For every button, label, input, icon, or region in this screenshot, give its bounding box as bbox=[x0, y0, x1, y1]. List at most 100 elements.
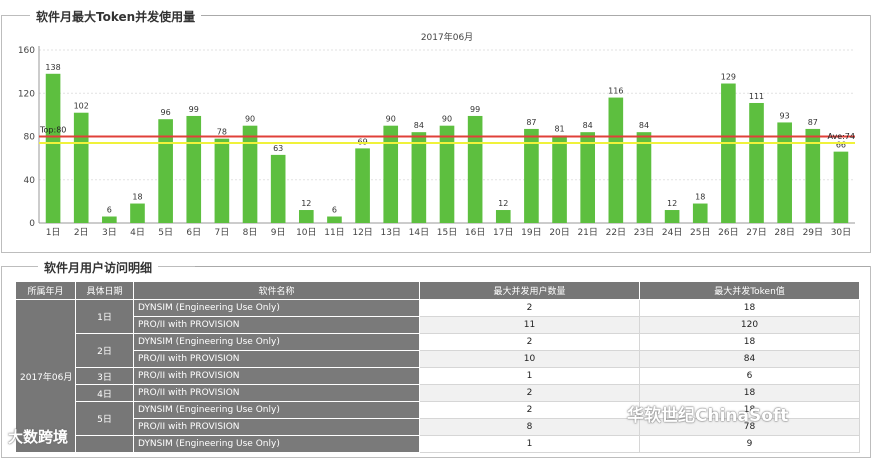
data-label: 63 bbox=[273, 144, 283, 153]
access-detail-panel: 所属年月 具体日期 软件名称 最大并发用户数量 最大并发Token值 2017年… bbox=[1, 266, 871, 458]
cell-date: 1日 bbox=[75, 299, 134, 334]
bar bbox=[636, 132, 652, 223]
table-panel-title: 软件月用户访问明细 bbox=[38, 259, 159, 276]
bar bbox=[580, 132, 596, 223]
cell-date: 5日 bbox=[75, 401, 134, 436]
cell-max-tokens: 18 bbox=[639, 299, 860, 317]
data-label: 84 bbox=[583, 121, 593, 130]
x-tick-label: 5日 bbox=[158, 227, 173, 238]
y-tick-label: 160 bbox=[18, 46, 35, 56]
cell-max-tokens: 18 bbox=[639, 333, 860, 351]
data-label: 87 bbox=[808, 118, 818, 127]
x-tick-label: 23日 bbox=[634, 227, 654, 238]
y-tick-label: 40 bbox=[24, 176, 36, 186]
data-label: 90 bbox=[245, 115, 255, 124]
cell-max-users: 1 bbox=[419, 367, 640, 385]
x-tick-label: 14日 bbox=[409, 227, 429, 238]
cell-max-users: 1 bbox=[419, 435, 640, 453]
table-row: PRO/II with PROVISION 10 84 bbox=[16, 350, 860, 368]
data-label: 87 bbox=[526, 118, 536, 127]
cell-date: 3日 bbox=[75, 367, 134, 385]
table-row: 4日 PRO/II with PROVISION 2 18 bbox=[16, 384, 860, 402]
data-label: 12 bbox=[498, 199, 508, 208]
cell-max-users: 11 bbox=[419, 316, 640, 334]
x-tick-label: 13日 bbox=[380, 227, 400, 238]
bar bbox=[777, 122, 792, 223]
x-tick-label: 26日 bbox=[718, 227, 738, 238]
bar bbox=[130, 203, 145, 223]
x-tick-label: 1日 bbox=[46, 227, 61, 238]
data-label: 69 bbox=[357, 137, 367, 146]
data-label: 90 bbox=[442, 115, 452, 124]
cell-max-tokens: 84 bbox=[639, 350, 860, 368]
bar bbox=[242, 125, 258, 223]
x-tick-label: 20日 bbox=[549, 227, 569, 238]
x-tick-label: 4日 bbox=[130, 227, 145, 238]
cell-software: PRO/II with PROVISION bbox=[133, 418, 420, 436]
data-label: 66 bbox=[836, 141, 846, 150]
data-label: 18 bbox=[132, 193, 142, 202]
table-row: 2017年06月 1日 DYNSIM (Engineering Use Only) 2… bbox=[15, 299, 860, 453]
table-row: 2日 DYNSIM (Engineering Use Only) 2 18 bbox=[16, 333, 860, 368]
watermark-right: 华软世纪ChinaSoft bbox=[627, 406, 789, 426]
data-label: 102 bbox=[74, 102, 89, 111]
x-tick-label: 17日 bbox=[493, 227, 513, 238]
cell-max-tokens: 6 bbox=[639, 367, 860, 385]
x-tick-label: 29日 bbox=[803, 227, 823, 238]
bar bbox=[467, 115, 483, 223]
cell-max-users: 8 bbox=[419, 418, 640, 436]
cell-max-users: 2 bbox=[419, 401, 640, 419]
token-usage-panel: 2017年06月 0 40 80 120 160 138 1日 102 2日 6 3日 18 4日 96 5日… bbox=[1, 15, 871, 253]
table-row: PRO/II with PROVISION 11 120 bbox=[16, 316, 860, 334]
cell-month: 2017年06月 bbox=[15, 299, 76, 453]
header-date[interactable]: 具体日期 bbox=[75, 281, 134, 300]
data-label: 18 bbox=[695, 193, 705, 202]
bar bbox=[186, 115, 202, 223]
bar bbox=[355, 148, 370, 223]
cell-date: 2日 bbox=[75, 333, 134, 368]
x-tick-label: 11日 bbox=[324, 227, 344, 238]
bar bbox=[524, 128, 539, 223]
x-tick-label: 8日 bbox=[243, 227, 258, 238]
bar bbox=[214, 138, 230, 223]
cell-max-users: 2 bbox=[419, 299, 640, 317]
cell-max-tokens: 120 bbox=[639, 316, 860, 334]
data-label: 96 bbox=[161, 108, 171, 117]
data-label: 138 bbox=[45, 63, 60, 72]
x-tick-label: 22日 bbox=[606, 227, 626, 238]
access-detail-table: 所属年月 具体日期 软件名称 最大并发用户数量 最大并发Token值 2017年… bbox=[15, 281, 860, 453]
cell-date bbox=[75, 435, 134, 453]
x-tick-label: 25日 bbox=[690, 227, 710, 238]
bar bbox=[102, 216, 117, 223]
header-max-users[interactable]: 最大并发用户数量 bbox=[419, 281, 640, 300]
bar bbox=[805, 128, 821, 223]
header-month[interactable]: 所属年月 bbox=[15, 281, 76, 300]
cell-software: PRO/II with PROVISION bbox=[133, 350, 420, 368]
data-label: 84 bbox=[414, 121, 424, 130]
data-label: 99 bbox=[470, 105, 480, 114]
cell-software: DYNSIM (Engineering Use Only) bbox=[133, 333, 420, 351]
table-row: 3日 PRO/II with PROVISION 1 6 bbox=[16, 367, 860, 385]
x-tick-label: 28日 bbox=[774, 227, 794, 238]
data-label: 6 bbox=[107, 206, 112, 215]
bar bbox=[158, 119, 173, 223]
header-software[interactable]: 软件名称 bbox=[133, 281, 420, 300]
bar bbox=[411, 132, 427, 223]
cell-max-tokens: 78 bbox=[639, 418, 860, 436]
x-tick-label: 9日 bbox=[271, 227, 286, 238]
bar bbox=[439, 125, 455, 223]
x-tick-label: 19日 bbox=[521, 227, 541, 238]
data-label: 12 bbox=[301, 199, 311, 208]
x-tick-label: 24日 bbox=[662, 227, 682, 238]
y-tick-label: 0 bbox=[29, 219, 35, 229]
x-tick-label: 3日 bbox=[102, 227, 117, 238]
y-tick-label: 120 bbox=[18, 89, 35, 99]
cell-software: PRO/II with PROVISION bbox=[133, 367, 420, 385]
chart-title: 2017年06月 bbox=[421, 31, 473, 43]
reference-label: Top:80 bbox=[39, 126, 66, 135]
header-max-tokens[interactable]: 最大并发Token值 bbox=[639, 281, 860, 300]
bar bbox=[383, 125, 399, 223]
data-label: 78 bbox=[217, 128, 227, 137]
x-tick-label: 10日 bbox=[296, 227, 316, 238]
cell-software: PRO/II with PROVISION bbox=[133, 384, 420, 402]
